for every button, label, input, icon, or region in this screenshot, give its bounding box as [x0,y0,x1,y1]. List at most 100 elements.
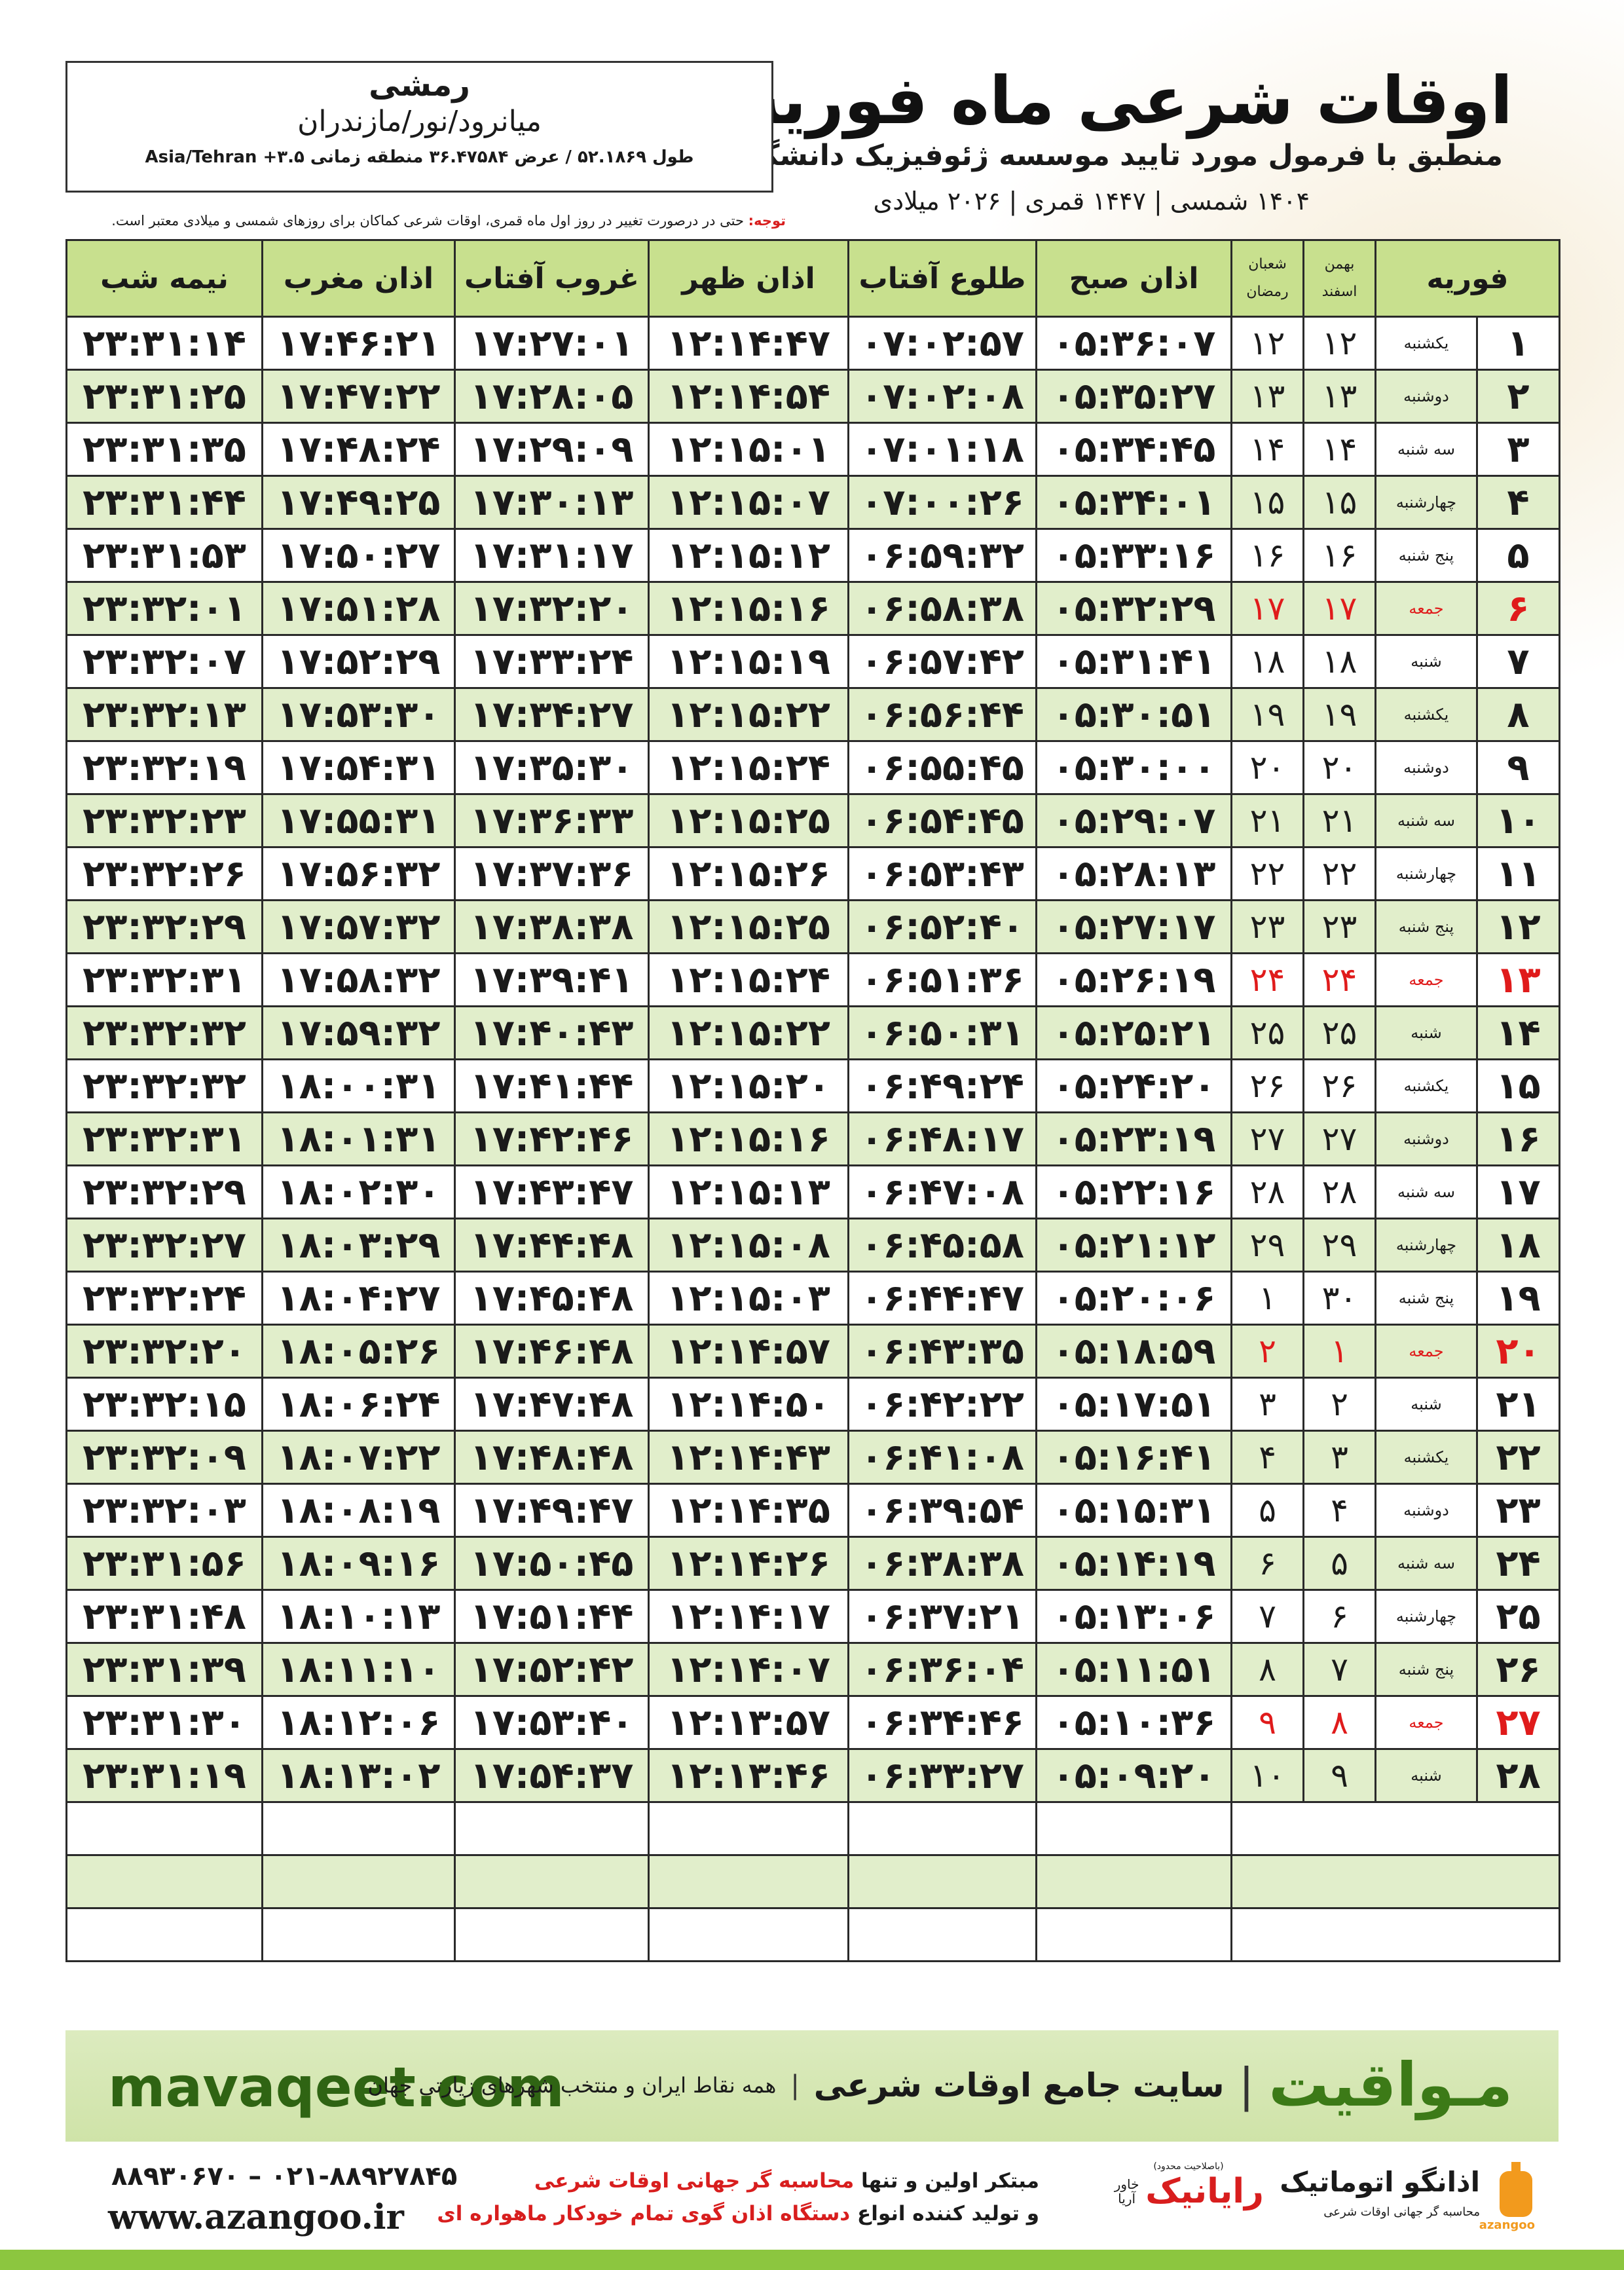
weekday: سه شنبه [1375,1164,1478,1219]
solar-day: ۱ [1302,1324,1376,1379]
time-cell: ۱۷:۴۴:۴۸ [454,1218,650,1273]
time-cell: ۲۳:۳۲:۲۴ [65,1271,263,1326]
promo-text: و تولید کننده انواع [857,2202,1039,2225]
solar-day: ۶ [1302,1589,1376,1644]
header-cell: شعبان رمضان [1230,239,1304,318]
day-number: ۱۰ [1476,793,1560,848]
time-cell: ۲۳:۳۱:۵۳ [65,528,263,583]
empty-cell [847,1801,1037,1856]
time-cell: ۱۲:۱۵:۱۶ [648,581,849,636]
time-cell: ۰۵:۱۰:۳۶ [1035,1695,1232,1750]
day-number: ۱۴ [1476,1005,1560,1060]
time-cell: ۲۳:۳۱:۲۵ [65,369,263,424]
lunar-day: ۲۲ [1230,846,1304,901]
solar-day: ۹ [1302,1748,1376,1803]
weekday: جمعه [1375,1695,1478,1750]
time-cell: ۱۷:۴۸:۴۸ [454,1430,650,1485]
time-cell: ۰۵:۲۱:۱۲ [1035,1218,1232,1273]
solar-day: ۲۳ [1302,899,1376,954]
time-cell: ۱۷:۴۵:۴۸ [454,1271,650,1326]
time-cell: ۱۲:۱۵:۱۹ [648,634,849,689]
lunar-day: ۱۵ [1230,475,1304,530]
time-cell: ۰۵:۲۳:۱۹ [1035,1111,1232,1166]
time-cell: ۰۶:۴۸:۱۷ [847,1111,1037,1166]
solar-day: ۲۹ [1302,1218,1376,1273]
time-cell: ۱۸:۰۴:۲۷ [261,1271,456,1326]
time-cell: ۲۳:۳۲:۱۳ [65,687,263,742]
day-number: ۴ [1476,475,1560,530]
site-url: mavaqeet.com [108,2055,564,2119]
time-cell: ۰۵:۳۰:۰۰ [1035,740,1232,795]
table-row: ۲۴ سه شنبه ۵ ۶ ۰۵:۱۴:۱۹ ۰۶:۳۸:۳۸ ۱۲:۱۴:۲۶ ۱۷:۵۰… [65,1536,1560,1591]
time-cell: ۱۸:۰۶:۲۴ [261,1377,456,1432]
table-row: ۲ دوشنبه ۱۳ ۱۳ ۰۵:۳۵:۲۷ ۰۷:۰۲:۰۸ ۱۲:۱۴:۵۴ ۱۷:۲۸… [65,369,1560,424]
time-cell: ۰۶:۴۱:۰۸ [847,1430,1037,1485]
table-row: ۷ شنبه ۱۸ ۱۸ ۰۵:۳۱:۴۱ ۰۶:۵۷:۴۲ ۱۲:۱۵:۱۹ ۱۷:۳۳:۲… [65,634,1560,689]
time-cell: ۲۳:۳۱:۱۴ [65,316,263,371]
promo-highlight: محاسبه گر جهانی اوقات شرعی [534,2169,855,2193]
table-row: ۱۶ دوشنبه ۲۷ ۲۷ ۰۵:۲۳:۱۹ ۰۶:۴۸:۱۷ ۱۲:۱۵:۱۶ ۱۷:۴… [65,1111,1560,1166]
time-cell: ۰۵:۳۱:۴۱ [1035,634,1232,689]
time-cell: ۰۵:۲۶:۱۹ [1035,952,1232,1007]
time-cell: ۱۲:۱۴:۱۷ [648,1589,849,1644]
table-row: ۱۰ سه شنبه ۲۱ ۲۱ ۰۵:۲۹:۰۷ ۰۶:۵۴:۴۵ ۱۲:۱۵:۲۵ ۱۷:… [65,793,1560,848]
lunar-day: ۲۸ [1230,1164,1304,1219]
table-row: ۴ چهارشنبه ۱۵ ۱۵ ۰۵:۳۴:۰۱ ۰۷:۰۰:۲۶ ۱۲:۱۵:۰۷ ۱۷:… [65,475,1560,530]
time-cell: ۱۷:۵۶:۳۲ [261,846,456,901]
weekday: شنبه [1375,634,1478,689]
table-row: ۲۱ شنبه ۲ ۳ ۰۵:۱۷:۵۱ ۰۶:۴۲:۲۲ ۱۲:۱۴:۵۰ ۱۷:۴۷:۴۸… [65,1377,1560,1432]
time-cell: ۲۳:۳۱:۳۰ [65,1695,263,1750]
empty-cell [454,1854,650,1909]
time-cell: ۱۷:۳۴:۲۷ [454,687,650,742]
solar-day: ۴ [1302,1483,1376,1538]
empty-cell [261,1801,456,1856]
weekday: دوشنبه [1375,1111,1478,1166]
time-cell: ۰۵:۱۵:۳۱ [1035,1483,1232,1538]
weekday: جمعه [1375,581,1478,636]
time-cell: ۰۶:۵۹:۳۲ [847,528,1037,583]
logo-name: اذانگو اتوماتیک [1280,2166,1480,2198]
subtitle: منطبق با فرمول مورد تایید موسسه ژئوفیزیک… [642,139,1503,172]
time-cell: ۱۸:۰۷:۲۲ [261,1430,456,1485]
time-cell: ۰۵:۳۴:۴۵ [1035,422,1232,477]
promo-line: مبتکر اولین و تنها محاسبه گر جهانی اوقات… [437,2165,1039,2197]
weekday: دوشنبه [1375,740,1478,795]
logo-name: رایانیک [1145,2172,1264,2211]
day-number: ۱۳ [1476,952,1560,1007]
time-cell: ۰۶:۵۶:۴۴ [847,687,1037,742]
time-cell: ۱۷:۴۲:۴۶ [454,1111,650,1166]
time-cell: ۱۲:۱۵:۲۵ [648,793,849,848]
time-cell: ۱۸:۱۳:۰۲ [261,1748,456,1803]
time-cell: ۱۷:۳۵:۳۰ [454,740,650,795]
time-cell: ۲۳:۳۱:۵۶ [65,1536,263,1591]
time-cell: ۲۳:۳۱:۴۴ [65,475,263,530]
header-cell: اذان مغرب [261,239,456,318]
solar-day: ۱۲ [1302,316,1376,371]
lunar-day: ۱۰ [1230,1748,1304,1803]
solar-day: ۷ [1302,1642,1376,1697]
day-number: ۲۰ [1476,1324,1560,1379]
weekday: چهارشنبه [1375,475,1478,530]
table-row: ۱۹ پنج شنبه ۳۰ ۱ ۰۵:۲۰:۰۶ ۰۶:۴۴:۴۷ ۱۲:۱۵:۰۳ ۱۷:… [65,1271,1560,1326]
day-number: ۱۹ [1476,1271,1560,1326]
weekday: شنبه [1375,1748,1478,1803]
time-cell: ۱۷:۳۸:۳۸ [454,899,650,954]
time-cell: ۱۷:۳۲:۲۰ [454,581,650,636]
lunar-day: ۲۰ [1230,740,1304,795]
time-cell: ۲۳:۳۲:۲۳ [65,793,263,848]
time-cell: ۲۳:۳۲:۳۲ [65,1058,263,1113]
time-cell: ۲۳:۳۲:۳۱ [65,952,263,1007]
time-cell: ۱۲:۱۳:۴۶ [648,1748,849,1803]
day-number: ۳ [1476,422,1560,477]
table-row: ۲۸ شنبه ۹ ۱۰ ۰۵:۰۹:۲۰ ۰۶:۳۳:۲۷ ۱۲:۱۳:۴۶ ۱۷:۵۴:۳… [65,1748,1560,1803]
day-number: ۱۷ [1476,1164,1560,1219]
weekday: یکشنبه [1375,687,1478,742]
header-cell: غروب آفتاب [454,239,650,318]
empty-row [65,1801,1560,1856]
tagline: سایت جامع اوقات شرعی [813,2066,1225,2104]
time-cell: ۰۵:۲۸:۱۳ [1035,846,1232,901]
time-cell: ۰۵:۳۰:۵۱ [1035,687,1232,742]
header-text: بهمن [1324,256,1355,273]
lunar-day: ۲۴ [1230,952,1304,1007]
